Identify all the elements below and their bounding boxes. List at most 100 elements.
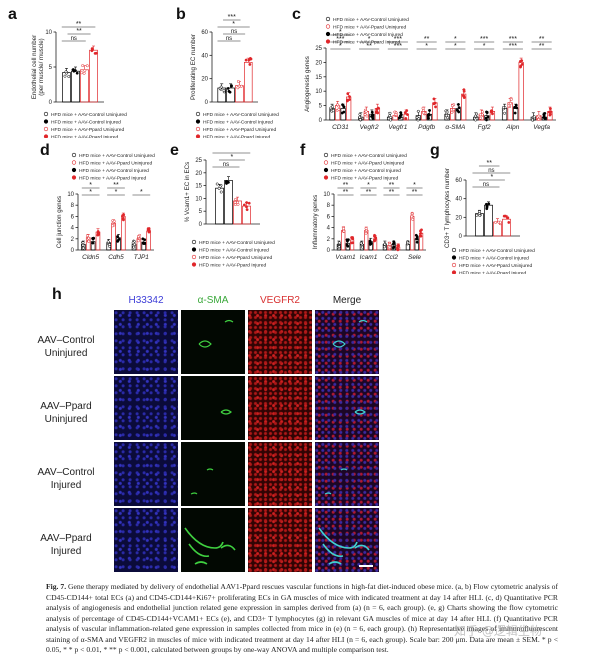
data-point — [337, 108, 341, 111]
vessel-path — [206, 468, 214, 471]
data-point — [360, 245, 364, 249]
data-point — [411, 217, 415, 221]
data-point — [509, 101, 512, 105]
data-point — [450, 104, 454, 108]
legend-entry: HFD mice + AAV-Control Injured — [203, 120, 273, 126]
legend-entry: HFD mice + AAV-Control Injured — [331, 168, 401, 174]
data-point — [406, 241, 410, 245]
data-point — [137, 235, 141, 239]
data-point — [542, 114, 546, 118]
legend-marker — [43, 111, 49, 117]
row-label-ppard-inj: AAV–Ppard Injured — [22, 532, 110, 558]
vessel-overlay — [332, 319, 368, 348]
data-point — [530, 118, 534, 122]
legend-entry: HFD mice + AAV-Ppard Injured — [459, 271, 526, 275]
data-point — [359, 241, 363, 245]
sig-annotation: * — [413, 182, 416, 189]
data-point — [520, 59, 524, 63]
row-label-ctrl-uninj: AAV–Control Uninjured — [22, 334, 110, 360]
data-point — [345, 243, 349, 247]
micrograph-blue-row1 — [114, 310, 178, 374]
data-point — [364, 231, 368, 235]
vessel-path — [184, 527, 224, 549]
data-point — [83, 69, 87, 72]
legend-entry: HFD mice + AAV-Ppard Uninjured — [331, 161, 404, 167]
data-point — [444, 114, 448, 118]
data-point — [414, 233, 418, 237]
vessel-path — [198, 340, 212, 348]
data-point — [222, 88, 226, 92]
data-point — [474, 114, 477, 118]
data-point — [450, 110, 454, 114]
y-tick-label: 10 — [45, 30, 52, 36]
row-label-ppard-uninj: AAV–Ppard Uninjured — [22, 400, 110, 426]
data-point — [106, 240, 110, 244]
data-point — [478, 210, 481, 214]
micrograph-green-row3 — [181, 442, 245, 506]
x-tick-label: Vegfr2 — [360, 124, 379, 131]
x-tick-label: CD31 — [332, 124, 349, 131]
y-tick-label: 0 — [71, 248, 75, 254]
data-point — [331, 105, 335, 109]
data-point — [389, 116, 393, 119]
legend-marker — [195, 134, 201, 138]
legend-entry: HFD mice + AAV-Ppard Injured — [199, 263, 266, 269]
sig-annotation: *** — [509, 36, 517, 43]
y-tick-label: 8 — [327, 203, 331, 209]
data-point — [245, 208, 249, 212]
data-point — [410, 215, 414, 219]
data-point — [399, 115, 402, 119]
sig-annotation: *** — [509, 43, 517, 50]
bar — [71, 70, 80, 103]
data-point — [376, 111, 380, 115]
data-point — [219, 85, 223, 89]
row-label-line2: Uninjured — [44, 348, 88, 359]
y-tick-label: 4 — [71, 226, 75, 232]
data-point — [228, 90, 232, 94]
legend-marker — [451, 262, 457, 268]
data-point — [474, 118, 478, 122]
data-point — [229, 84, 233, 88]
legend-entry: HFD mice + AAV-Ppard Uninjured — [199, 255, 272, 261]
sig-annotation: ** — [424, 36, 430, 43]
data-point — [336, 103, 339, 107]
data-point — [376, 106, 380, 110]
chart-f: Inflammatory genes 0 2 4 6 8 10 Vcam1 Icam1 Ccl2 S… — [312, 152, 426, 261]
col-header-h33342: H33342 — [128, 295, 164, 306]
data-point — [479, 116, 482, 120]
data-point — [348, 95, 351, 99]
sig-annotation: * — [89, 189, 92, 196]
y-tick-label: 5 — [49, 65, 53, 71]
sig-annotation: ** — [486, 160, 492, 167]
data-point — [485, 111, 489, 115]
data-point — [242, 203, 246, 207]
legend-entry: HFD mice + AAV-Ppard Injured — [331, 176, 398, 182]
data-point — [394, 112, 398, 116]
legend-entry: HFD mice + AAV-Control Uninjured — [459, 248, 535, 254]
data-point — [432, 102, 436, 106]
y-tick-label: 0 — [49, 100, 53, 106]
sig-annotation: ns — [223, 162, 229, 168]
data-point — [371, 116, 375, 120]
data-point — [462, 88, 466, 92]
sig-annotation: * — [425, 43, 428, 50]
row-label-line2: Uninjured — [44, 414, 88, 425]
bar — [146, 230, 151, 251]
data-point — [490, 109, 494, 113]
sig-annotation: ** — [113, 182, 119, 189]
data-point — [136, 239, 140, 243]
y-tick-label: 0 — [459, 234, 463, 240]
row-label-line1: AAV–Control — [37, 335, 95, 346]
data-point — [239, 84, 243, 88]
legend-entry: HFD mice + AAV-Control Uninjured — [331, 153, 407, 159]
y-axis-label: (per muscle/ muscle) — [38, 38, 45, 95]
data-point — [81, 241, 85, 245]
data-point — [226, 180, 230, 184]
data-point — [503, 111, 506, 115]
data-point — [81, 243, 85, 247]
data-point — [217, 186, 221, 190]
data-point — [502, 105, 506, 109]
row-label-line2: Injured — [50, 480, 82, 491]
x-tick-label: Vegfr1 — [388, 124, 407, 131]
legend-entry: HFD mice + AAV-Ppard Injured — [333, 40, 400, 46]
